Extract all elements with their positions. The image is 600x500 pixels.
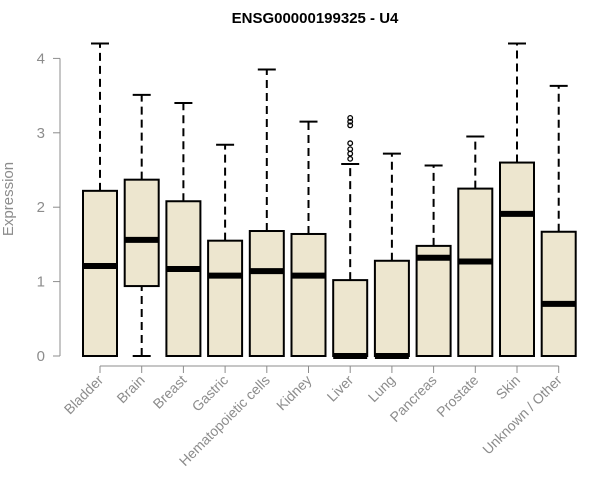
x-tick-label: Brain	[113, 372, 147, 406]
iqr-box	[499, 161, 535, 357]
iqr-box	[332, 279, 369, 357]
chart-title: ENSG00000199325 - U4	[232, 10, 399, 27]
boxes-group	[82, 42, 577, 359]
iqr-box	[248, 230, 285, 357]
box-skin	[499, 42, 535, 357]
iqr-box	[123, 178, 160, 288]
box-gastric	[207, 143, 244, 357]
x-tick-label: Prostate	[433, 372, 481, 420]
outlier-point	[347, 146, 354, 153]
box-kidney	[290, 120, 327, 357]
x-tick-label: Lung	[365, 372, 398, 405]
box-bladder	[82, 42, 118, 357]
box-unknown-other	[540, 84, 577, 357]
iqr-box	[82, 189, 118, 357]
y-tick-label: 3	[37, 125, 45, 142]
x-tick-label: Bladder	[61, 372, 107, 418]
iqr-box	[415, 244, 452, 357]
iqr-box	[290, 232, 327, 357]
box-lung	[373, 152, 410, 359]
iqr-box	[540, 230, 577, 357]
y-tick-label: 2	[37, 199, 45, 216]
x-tick-label: Unknown / Other	[479, 372, 565, 458]
box-pancreas	[415, 164, 452, 357]
box-breast	[165, 102, 202, 357]
outlier-point	[347, 140, 354, 147]
outlier-point	[347, 114, 354, 121]
box-liver	[332, 114, 369, 359]
y-tick-label: 1	[37, 274, 45, 291]
x-tick-label: Breast	[150, 372, 190, 412]
box-brain	[123, 93, 160, 357]
box-hematopoietic-cells	[248, 68, 285, 357]
box-prostate	[457, 135, 494, 357]
x-tick-label: Kidney	[273, 372, 315, 414]
y-tick-label: 4	[37, 50, 45, 67]
outlier-point	[347, 118, 354, 125]
iqr-box	[207, 239, 244, 357]
outlier-point	[347, 155, 354, 162]
iqr-box	[373, 259, 410, 358]
outlier-point	[347, 122, 354, 129]
x-tick-label: Skin	[493, 372, 524, 403]
iqr-box	[165, 200, 202, 357]
x-tick-label: Liver	[324, 372, 357, 405]
y-axis: 0 1 2 3 4	[37, 50, 61, 365]
iqr-box	[457, 187, 494, 357]
y-axis-label: Expression	[0, 162, 17, 236]
y-tick-label: 0	[37, 348, 45, 365]
